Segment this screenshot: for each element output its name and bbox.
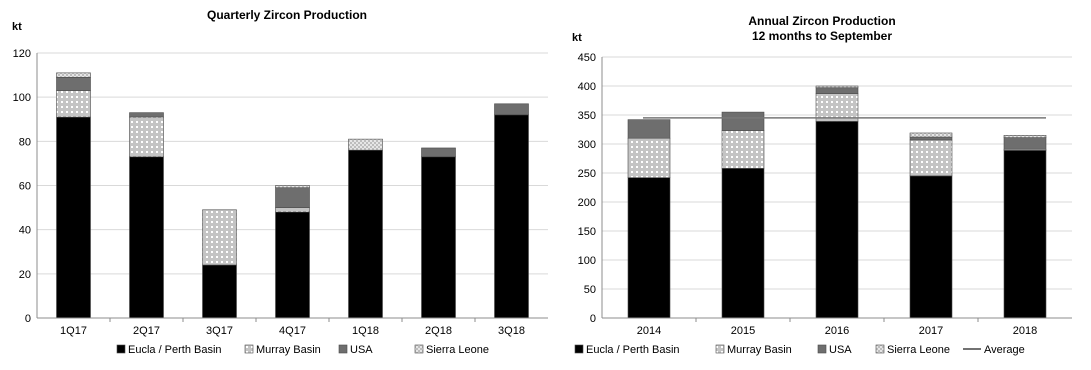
x-tick-label: 2016	[825, 325, 849, 337]
legend-label: Murray Basin	[256, 344, 321, 356]
legend: Eucla / Perth Basin Murray Basin USA Sierra…	[574, 344, 1025, 356]
x-axis-ticks: 2014 2015 2016 2017 2018	[637, 325, 1037, 337]
bar-segment-sierra	[815, 85, 859, 89]
x-tick-label: 1Q17	[60, 325, 87, 337]
annual-chart: Annual Zircon Production 12 months to Se…	[572, 14, 1072, 356]
x-tick-label: 2Q18	[425, 325, 452, 337]
bar-segment-murray	[627, 137, 671, 178]
bar-segment-murray	[721, 130, 765, 169]
y-tick-label: 350	[578, 110, 596, 122]
bar-segment-murray	[909, 139, 953, 177]
legend-swatch-usa	[817, 344, 827, 354]
bar-segment-usa	[129, 112, 164, 118]
legend-label: Sierra Leone	[887, 344, 950, 356]
x-tick-label: 1Q18	[352, 325, 379, 337]
bars	[56, 72, 529, 319]
bar-segment-eucla	[627, 177, 671, 319]
legend: Eucla / Perth Basin Murray Basin USA Sierra…	[116, 344, 489, 356]
y-tick-label: 120	[13, 48, 31, 60]
bar-segment-usa	[56, 76, 91, 91]
legend-swatch-sierra	[414, 344, 424, 354]
legend-label: Eucla / Perth Basin	[586, 344, 680, 356]
y-tick-label: 450	[578, 52, 596, 64]
y-axis-unit: kt	[572, 32, 582, 44]
x-tick-label: 2Q17	[133, 325, 160, 337]
y-tick-label: 20	[19, 269, 31, 281]
legend-label: Sierra Leone	[426, 344, 489, 356]
chart-subtitle: 12 months to September	[752, 29, 892, 43]
bar-segment-eucla	[909, 175, 953, 319]
legend-swatch-sierra	[875, 344, 885, 354]
x-tick-label: 2014	[637, 325, 661, 337]
y-tick-label: 60	[19, 181, 31, 193]
bar-segment-sierra	[909, 132, 953, 138]
y-tick-label: 80	[19, 136, 31, 148]
bar-segment-usa	[421, 147, 456, 158]
bar-segment-sierra	[275, 185, 310, 189]
bar-segment-eucla	[275, 211, 310, 319]
y-tick-label: 200	[578, 197, 596, 209]
y-tick-label: 250	[578, 168, 596, 180]
legend-swatch-murray	[244, 344, 254, 354]
legend-label: USA	[829, 344, 852, 356]
bar-segment-eucla	[202, 264, 237, 319]
bar-segment-usa	[721, 111, 765, 131]
axes	[36, 53, 548, 322]
bar-segment-usa	[1003, 137, 1047, 150]
bar-segment-murray	[129, 116, 164, 158]
bar-segment-usa	[494, 103, 529, 116]
y-tick-label: 100	[578, 255, 596, 267]
bar-segment-eucla	[421, 156, 456, 319]
y-tick-label: 50	[584, 284, 596, 296]
legend-label: Murray Basin	[727, 344, 792, 356]
bar-segment-eucla	[494, 114, 529, 319]
bar-segment-eucla	[129, 156, 164, 319]
bar-segment-eucla	[815, 121, 859, 319]
bar-segment-usa	[275, 187, 310, 208]
x-axis-ticks: 1Q17 2Q17 3Q17 4Q17 1Q18 2Q18 3Q18	[60, 325, 525, 337]
y-axis-unit: kt	[12, 21, 22, 33]
bar-segment-murray	[56, 90, 91, 118]
bar-segment-eucla	[348, 149, 383, 319]
bar-segment-sierra	[348, 138, 383, 151]
x-tick-label: 4Q17	[279, 325, 306, 337]
bar-segment-murray	[815, 93, 859, 122]
y-tick-label: 40	[19, 225, 31, 237]
chart-title: Annual Zircon Production	[748, 14, 895, 28]
quarterly-chart: Quarterly Zircon Production kt 0 20 40 60 80…	[12, 8, 548, 356]
bar-segment-usa	[815, 87, 859, 94]
x-tick-label: 2015	[731, 325, 755, 337]
y-tick-label: 400	[578, 81, 596, 93]
axes	[601, 57, 1072, 322]
bar-segment-eucla	[721, 168, 765, 319]
x-tick-label: 3Q17	[206, 325, 233, 337]
y-tick-label: 100	[13, 92, 31, 104]
legend-label: Eucla / Perth Basin	[128, 344, 222, 356]
bar-segment-sierra	[56, 72, 91, 78]
legend-swatch-usa	[338, 344, 348, 354]
y-tick-label: 300	[578, 139, 596, 151]
bar-segment-eucla	[1003, 150, 1047, 319]
y-axis-ticks: 0 20 40 60 80 100 120	[13, 48, 31, 325]
legend-label: USA	[350, 344, 373, 356]
legend-swatch-eucla	[574, 344, 584, 354]
y-tick-label: 150	[578, 226, 596, 238]
x-tick-label: 2017	[919, 325, 943, 337]
y-tick-label: 0	[590, 313, 596, 325]
bar-segment-usa	[909, 136, 953, 141]
legend-swatch-murray	[715, 344, 725, 354]
y-tick-label: 0	[25, 313, 31, 325]
x-tick-label: 3Q18	[498, 325, 525, 337]
legend-swatch-eucla	[116, 344, 126, 354]
bar-segment-eucla	[56, 116, 91, 319]
chart-title: Quarterly Zircon Production	[207, 8, 367, 22]
bar-segment-sierra	[1003, 135, 1047, 138]
bar-segment-usa	[627, 119, 671, 139]
bar-segment-murray	[202, 209, 237, 266]
legend-label: Average	[984, 344, 1025, 356]
x-tick-label: 2018	[1013, 325, 1037, 337]
y-axis-ticks: 0 50 100 150 200 250 300 350 400 450	[578, 52, 596, 325]
bar-segment-murray	[275, 207, 310, 213]
